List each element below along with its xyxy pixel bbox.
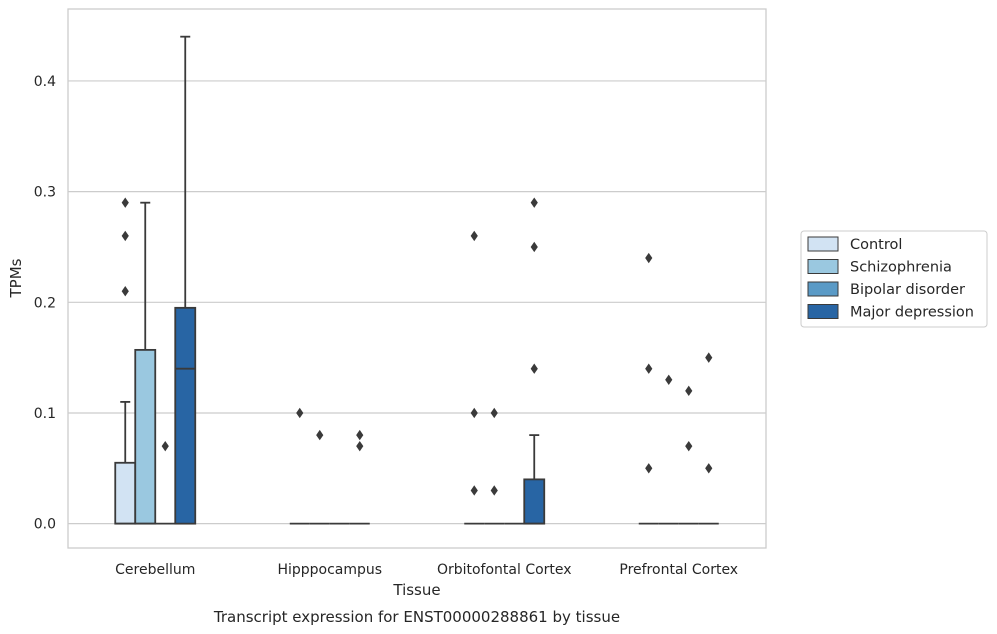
legend-swatch xyxy=(807,281,839,297)
outlier-point xyxy=(665,374,673,385)
box-rect xyxy=(114,461,137,525)
grid-layer xyxy=(68,80,766,525)
boxes-layer xyxy=(114,35,719,525)
box-0-2 xyxy=(155,440,176,525)
x-tick-label: Hipppocampus xyxy=(277,562,382,578)
outlier-point xyxy=(356,429,364,441)
legend-swatch xyxy=(807,304,839,319)
box-0-0 xyxy=(114,197,137,525)
box-3-0 xyxy=(638,252,659,525)
box-2-1 xyxy=(484,407,505,525)
x-tick-label: Orbitofontal Cortex xyxy=(437,562,572,578)
box-0-1 xyxy=(134,201,157,525)
outlier-point xyxy=(705,352,713,363)
outlier-point xyxy=(121,197,129,208)
box-3-3 xyxy=(698,352,719,525)
outlier-point xyxy=(645,463,653,474)
box-3-1 xyxy=(658,374,679,525)
box-2-0 xyxy=(464,230,485,525)
outlier-point xyxy=(470,230,478,242)
x-tick-label: Cerebellum xyxy=(115,562,195,578)
box-1-1 xyxy=(309,429,330,525)
outlier-point xyxy=(530,363,538,374)
plot-frame xyxy=(67,8,767,549)
outlier-point xyxy=(530,241,538,253)
chart-caption: Transcript expression for ENST0000028886… xyxy=(213,608,620,626)
legend-swatch xyxy=(807,236,839,252)
box-3-2 xyxy=(678,385,699,525)
box-0-3 xyxy=(174,35,197,525)
outlier-point xyxy=(356,440,364,452)
outlier-point xyxy=(316,429,324,441)
y-tick-label: 0.4 xyxy=(34,74,56,90)
outlier-point xyxy=(705,463,713,474)
outlier-point xyxy=(296,407,304,419)
outlier-point xyxy=(685,385,693,397)
outlier-point xyxy=(161,440,169,452)
outlier-point xyxy=(470,407,478,419)
outlier-point xyxy=(121,286,129,297)
y-tick-label: 0.3 xyxy=(34,185,56,201)
box-rect xyxy=(523,478,546,525)
legend-label: Bipolar disorder xyxy=(850,282,965,298)
outlier-point xyxy=(490,485,498,496)
outlier-point xyxy=(470,485,478,496)
legend-swatch xyxy=(807,259,839,274)
outlier-point xyxy=(490,407,498,419)
legend-frame xyxy=(800,230,988,328)
outlier-point xyxy=(685,440,693,452)
y-axis-label: TPMs xyxy=(7,258,25,298)
box-1-0 xyxy=(289,407,310,525)
legend-label: Major depression xyxy=(850,305,974,321)
outlier-point xyxy=(645,252,653,264)
y-axis-ticks: 0.0 0.1 0.2 0.3 0.4 xyxy=(34,74,56,533)
box-rect xyxy=(134,348,157,525)
legend-label: Control xyxy=(850,237,902,253)
x-axis-label: Tissue xyxy=(392,581,440,599)
box-rect xyxy=(174,306,197,525)
outlier-point xyxy=(530,197,538,208)
x-axis-ticks: Cerebellum Hipppocampus Orbitofontal Corte… xyxy=(115,562,738,578)
box-1-3 xyxy=(349,429,370,525)
y-tick-label: 0.2 xyxy=(34,295,56,311)
outlier-point xyxy=(645,363,653,374)
y-tick-label: 0.0 xyxy=(34,517,56,533)
legend-label: Schizophrenia xyxy=(850,260,952,276)
legend: Control Schizophrenia Bipolar disorder Majo… xyxy=(800,230,988,328)
outlier-point xyxy=(121,230,129,242)
x-tick-label: Prefrontal Cortex xyxy=(619,562,738,578)
y-tick-label: 0.1 xyxy=(34,406,56,422)
box-2-3 xyxy=(523,197,546,525)
